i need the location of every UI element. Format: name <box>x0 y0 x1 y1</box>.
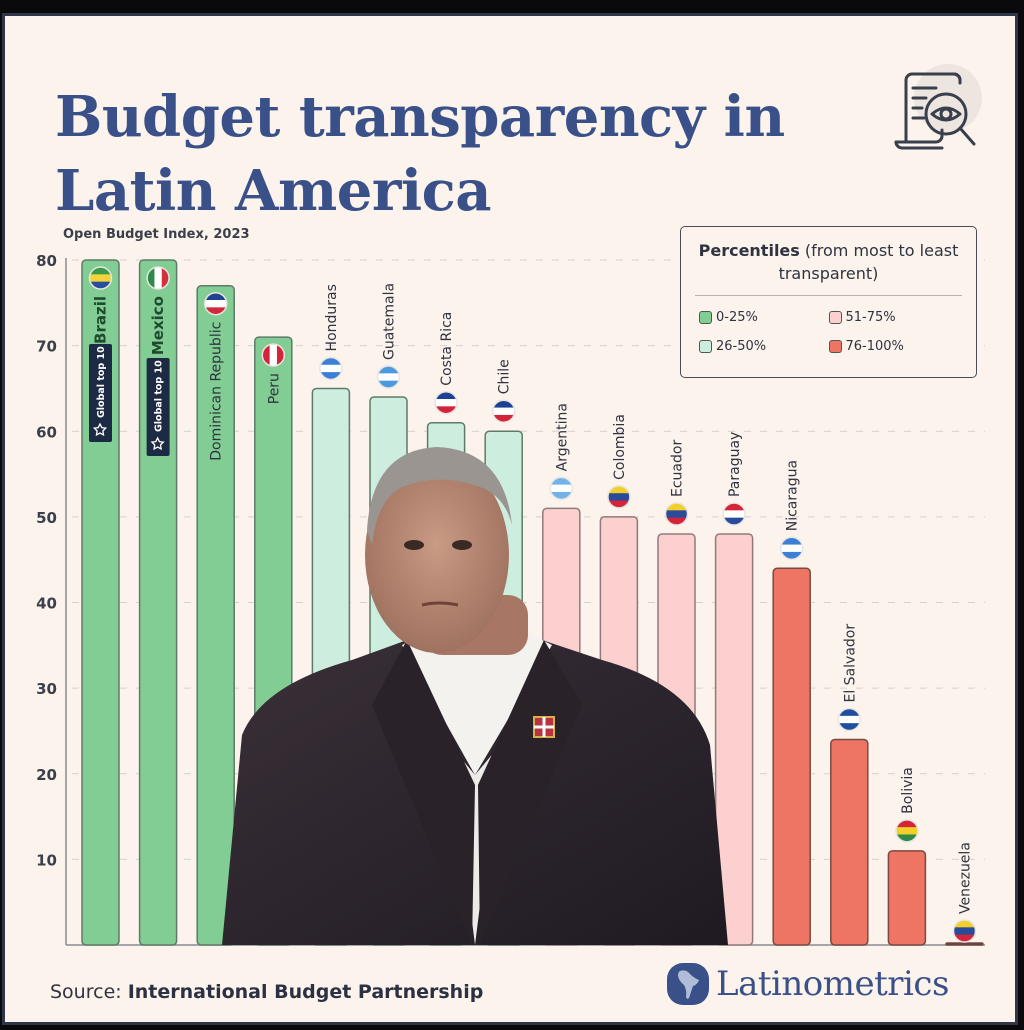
legend-swatch <box>699 340 712 353</box>
category-label: Ecuador <box>670 440 686 497</box>
legend-title-bold: Percentiles <box>698 241 800 260</box>
flag-icon-nicaragua <box>779 536 804 560</box>
legend-title: Percentiles (from most to least transpar… <box>681 227 976 285</box>
flag-icon-honduras <box>319 356 343 381</box>
title-line-1: Budget transparency in <box>55 84 785 150</box>
legend: Percentiles (from most to least transpar… <box>680 226 977 378</box>
global-top-10-badge <box>146 358 170 456</box>
legend-item-0-25: 0-25% <box>699 310 829 325</box>
source-prefix: Source: <box>50 981 128 1003</box>
y-tick-label: 30 <box>36 680 57 698</box>
bar-paraguay <box>714 533 754 946</box>
y-tick-label: 80 <box>36 252 57 270</box>
flag-icon-guatemala <box>376 365 401 389</box>
brand-logo: Latinometrics <box>666 962 949 1006</box>
flag-icon-paraguay <box>722 502 746 526</box>
document-magnifier-eye-icon <box>894 64 982 150</box>
flag-icon-chile <box>491 399 516 423</box>
legend-swatch <box>828 340 842 353</box>
bar-dominican-republic <box>196 284 235 946</box>
source-note: Source: International Budget Partnership <box>50 981 483 1003</box>
flag-icon-el-salvador <box>837 707 862 732</box>
category-label: Dominican Republic <box>209 322 225 461</box>
title-line-2: Latin America <box>55 158 492 224</box>
source-name: International Budget Partnership <box>127 981 484 1003</box>
brand-name: Latinometrics <box>716 964 949 1004</box>
legend-label: 51-75% <box>845 310 896 325</box>
category-label: Honduras <box>324 284 340 351</box>
legend-item-26-50: 26-50% <box>699 339 829 354</box>
legend-swatch <box>828 311 842 324</box>
category-label: Bolivia <box>900 767 916 814</box>
bar-nicaragua <box>772 567 811 946</box>
category-label: Chile <box>497 359 513 394</box>
flag-icon-brazil <box>88 266 113 290</box>
global-top-10-label: Global top 10 <box>154 360 165 432</box>
star-icon <box>150 436 165 451</box>
category-label: Guatemala <box>382 283 398 360</box>
flag-icon-colombia <box>607 485 631 509</box>
y-tick-label: 10 <box>36 851 57 869</box>
legend-title-rest: (from most to least transparent) <box>778 241 959 283</box>
legend-label: 26-50% <box>716 339 767 354</box>
flag-icon-peru <box>261 343 286 367</box>
flag-icon-ecuador <box>664 502 689 526</box>
category-label: Costa Rica <box>439 312 455 386</box>
y-tick-label: 60 <box>36 423 57 441</box>
y-tick-label: 40 <box>36 595 57 613</box>
flag-icon-argentina <box>549 476 574 501</box>
legend-swatch <box>699 311 712 324</box>
page-title: Budget transparency in Latin America <box>55 80 785 228</box>
category-label: Venezuela <box>958 842 974 914</box>
bar-venezuela <box>945 942 984 946</box>
global-top-10-label: Global top 10 <box>96 346 107 418</box>
category-label: El Salvador <box>842 624 858 703</box>
category-label: Mexico <box>149 296 167 355</box>
y-tick-label: 50 <box>36 509 57 527</box>
y-tick-label: 70 <box>36 338 57 356</box>
star-icon <box>92 422 108 437</box>
flag-icon-mexico <box>146 266 170 290</box>
bar-bolivia <box>887 850 927 946</box>
latin-america-globe-icon <box>667 963 709 1005</box>
global-top-10-badge <box>89 344 112 442</box>
flag-icon-costa-rica <box>434 390 458 415</box>
chart-subtitle: Open Budget Index, 2023 <box>63 227 250 242</box>
legend-label: 0-25% <box>716 310 758 325</box>
legend-divider <box>695 295 962 296</box>
legend-item-51-75: 51-75% <box>828 310 959 325</box>
portrait-photo <box>222 447 728 945</box>
y-tick-label: 20 <box>36 766 57 784</box>
category-label: Argentina <box>554 403 570 471</box>
legend-label: 76-100% <box>845 339 904 354</box>
category-label: Brazil <box>92 296 110 344</box>
flag-icon-dominican-republic <box>203 291 228 316</box>
category-label: Nicaragua <box>785 460 801 531</box>
legend-item-76-100: 76-100% <box>828 339 959 354</box>
category-label: Peru <box>266 373 282 404</box>
category-label: Paraguay <box>727 432 743 497</box>
bar-el-salvador <box>830 738 869 946</box>
flag-icon-venezuela <box>952 919 977 943</box>
flag-icon-bolivia <box>895 819 919 843</box>
category-label: Colombia <box>612 414 628 480</box>
